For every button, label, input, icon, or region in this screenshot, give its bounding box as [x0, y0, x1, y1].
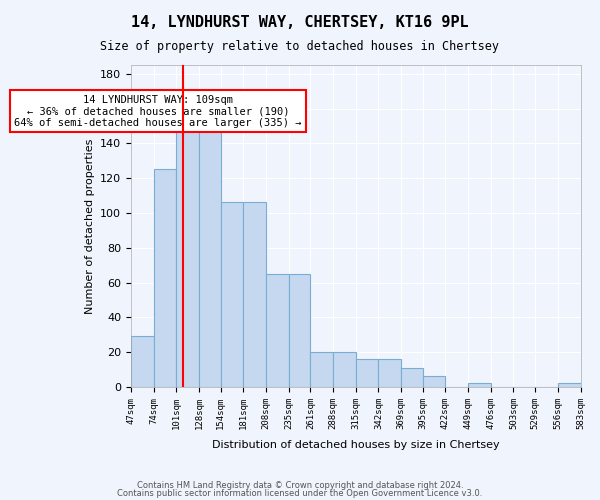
Text: 14 LYNDHURST WAY: 109sqm
← 36% of detached houses are smaller (190)
64% of semi-: 14 LYNDHURST WAY: 109sqm ← 36% of detach… — [14, 94, 302, 128]
Bar — [266, 274, 289, 387]
Bar — [310, 352, 333, 387]
Bar — [131, 336, 154, 387]
Bar — [176, 126, 199, 387]
Bar — [468, 384, 491, 387]
Text: Contains HM Land Registry data © Crown copyright and database right 2024.: Contains HM Land Registry data © Crown c… — [137, 481, 463, 490]
Bar — [199, 126, 221, 387]
Text: 14, LYNDHURST WAY, CHERTSEY, KT16 9PL: 14, LYNDHURST WAY, CHERTSEY, KT16 9PL — [131, 15, 469, 30]
Text: Size of property relative to detached houses in Chertsey: Size of property relative to detached ho… — [101, 40, 499, 53]
X-axis label: Distribution of detached houses by size in Chertsey: Distribution of detached houses by size … — [212, 440, 500, 450]
Bar — [154, 170, 176, 387]
Text: Contains public sector information licensed under the Open Government Licence v3: Contains public sector information licen… — [118, 488, 482, 498]
Bar — [221, 202, 244, 387]
Bar — [244, 202, 266, 387]
Bar — [379, 359, 401, 387]
Bar — [401, 368, 423, 387]
Bar — [558, 384, 581, 387]
Bar — [356, 359, 379, 387]
Bar — [423, 376, 445, 387]
Bar — [333, 352, 356, 387]
Y-axis label: Number of detached properties: Number of detached properties — [85, 138, 95, 314]
Bar — [289, 274, 310, 387]
